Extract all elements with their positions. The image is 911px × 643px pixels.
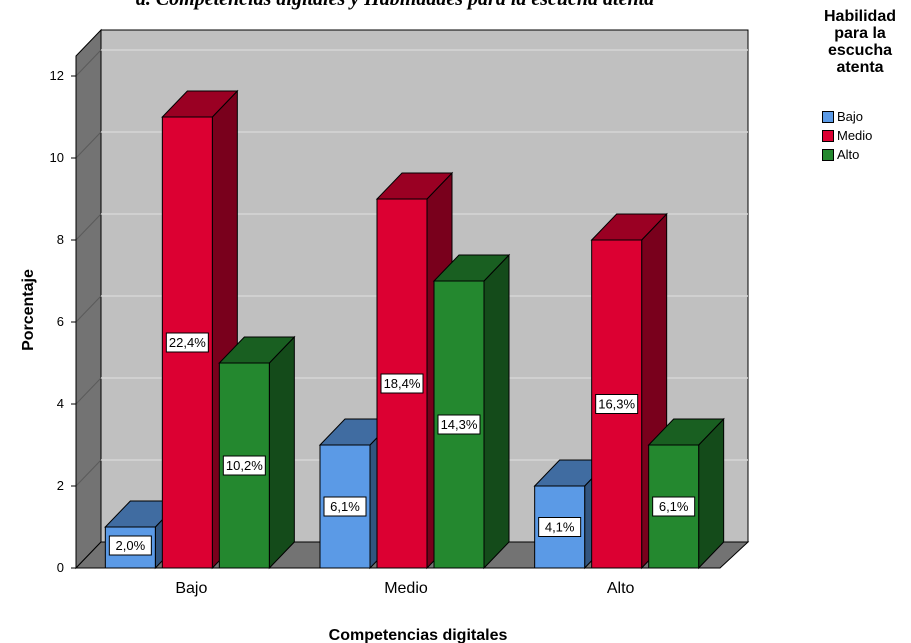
data-label: 2,0% bbox=[116, 538, 146, 553]
data-label-box bbox=[595, 394, 639, 414]
y-axis-label: Porcentaje bbox=[20, 269, 37, 351]
gridline-wall bbox=[75, 377, 102, 405]
legend-label: Bajo bbox=[837, 109, 864, 124]
gridline-wall bbox=[75, 131, 102, 159]
left-wall bbox=[75, 28, 102, 570]
data-label-box bbox=[222, 455, 266, 476]
chart-title: a. Competencias digitales y Habilidades … bbox=[0, 0, 790, 18]
data-label: 10,2% bbox=[226, 458, 263, 473]
data-label: 6,1% bbox=[659, 499, 689, 514]
gridline-wall bbox=[75, 49, 102, 77]
legend-item-medio: Medio bbox=[822, 126, 872, 145]
y-tick-label: 8 bbox=[57, 232, 64, 247]
x-tick-label: Alto bbox=[607, 580, 635, 597]
x-axis-label: Competencias digitales bbox=[329, 627, 508, 643]
x-tick-label: Bajo bbox=[175, 580, 207, 597]
y-tick-label: 0 bbox=[57, 560, 64, 575]
data-label: 16,3% bbox=[598, 397, 635, 412]
data-label-box bbox=[165, 332, 209, 353]
legend-item-bajo: Bajo bbox=[822, 107, 872, 126]
y-tick-label: 2 bbox=[57, 478, 64, 493]
legend-label: Medio bbox=[837, 128, 873, 143]
legend-swatch bbox=[822, 148, 834, 161]
legend-title: Habilidad para la escucha atenta bbox=[823, 8, 896, 76]
data-label-box bbox=[437, 414, 481, 435]
legend-label: Alto bbox=[837, 147, 860, 162]
data-label-box bbox=[108, 535, 152, 556]
legend: Bajo Medio Alto bbox=[822, 107, 872, 164]
data-label: 18,4% bbox=[384, 376, 421, 391]
legend-item-alto: Alto bbox=[822, 145, 872, 164]
data-label: 6,1% bbox=[330, 499, 360, 514]
gridline-wall bbox=[75, 459, 102, 487]
data-label: 14,3% bbox=[441, 417, 478, 432]
legend-swatch bbox=[822, 129, 834, 142]
y-tick-label: 12 bbox=[50, 68, 64, 83]
y-tick-label: 6 bbox=[57, 314, 64, 329]
data-label: 22,4% bbox=[169, 335, 206, 350]
gridline-wall bbox=[75, 295, 102, 323]
y-tick-label: 4 bbox=[57, 396, 64, 411]
data-label-box bbox=[538, 517, 582, 537]
legend-swatch bbox=[822, 110, 834, 123]
gridline-wall bbox=[75, 213, 102, 241]
data-label-box bbox=[323, 496, 367, 517]
y-tick-label: 10 bbox=[50, 150, 64, 165]
x-tick-label: Medio bbox=[384, 580, 428, 597]
data-label-box bbox=[380, 373, 424, 394]
data-label-box bbox=[652, 496, 696, 517]
bar-side bbox=[268, 335, 295, 570]
data-label: 4,1% bbox=[545, 520, 575, 535]
bar-side bbox=[483, 253, 510, 570]
